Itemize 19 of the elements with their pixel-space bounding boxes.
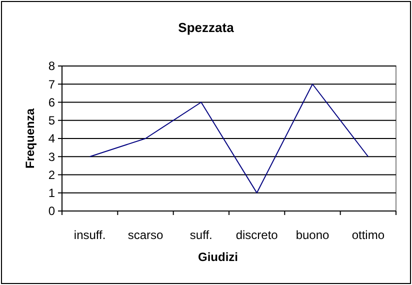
y-tick-label: 4 <box>48 132 56 146</box>
y-tick-label: 1 <box>48 186 56 200</box>
x-tick-label: scarso <box>128 228 164 242</box>
y-axis-title: Frequenza <box>23 108 37 169</box>
x-tick-label: ottimo <box>352 228 385 242</box>
x-tick-label: buono <box>296 228 330 242</box>
x-axis-title: Giudizi <box>198 250 238 264</box>
y-tick-label: 8 <box>48 59 56 74</box>
line-series <box>89 84 369 194</box>
x-tick-label: discreto <box>236 228 278 242</box>
y-tick-label: 2 <box>48 168 56 182</box>
chart-title: Spezzata <box>178 20 235 35</box>
x-tick-label: suff. <box>190 228 212 242</box>
y-tick-label: 3 <box>48 150 56 164</box>
y-tick-label: 6 <box>48 95 56 110</box>
x-tick-label: insuff. <box>74 228 106 242</box>
y-tick-label: 0 <box>48 204 56 218</box>
y-tick-label: 5 <box>48 114 56 128</box>
y-tick-label: 7 <box>48 77 56 92</box>
